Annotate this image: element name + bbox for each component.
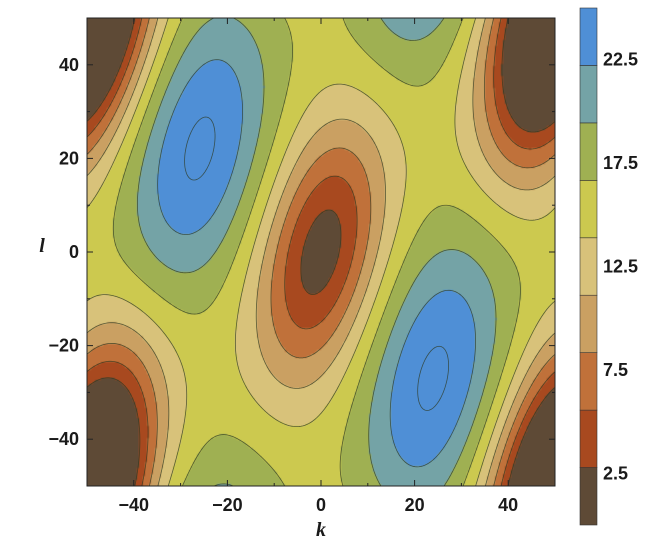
x-tick-label: 20	[405, 495, 425, 515]
legend-tick-label: 17.5	[603, 153, 638, 173]
y-axis-label: l	[39, 235, 45, 257]
contour-line-20	[157, 59, 476, 468]
contour-line-10	[87, 18, 555, 486]
legend-colorbar: 2.5 7.5 12.5 17.5 22.5	[579, 7, 638, 526]
x-tick-label: 0	[316, 495, 326, 515]
contour-line-7-5	[87, 18, 555, 486]
y-axis: −40 −20 0 20 40	[48, 17, 555, 487]
y-tick-label: −20	[48, 336, 79, 356]
legend-swatch	[579, 122, 598, 181]
legend-swatch	[579, 237, 598, 296]
legend-swatch	[579, 467, 598, 526]
legend-tick-label: 22.5	[603, 50, 638, 70]
legend-swatch	[579, 65, 598, 124]
legend-swatch	[579, 7, 598, 66]
contour-line-5	[87, 18, 555, 486]
x-axis-label: k	[316, 519, 326, 541]
x-axis: −40 −20 0 20 40	[86, 18, 556, 515]
x-tick-label: 40	[498, 495, 518, 515]
legend-swatch	[579, 409, 598, 468]
y-tick-label: −40	[48, 429, 79, 449]
legend-tick-label: 2.5	[603, 463, 628, 483]
contour-fill	[87, 18, 555, 486]
y-tick-label: 20	[59, 148, 79, 168]
y-tick-label: 40	[59, 55, 79, 75]
contour-lines	[87, 18, 555, 486]
legend-swatch	[579, 180, 598, 239]
plot-area	[86, 17, 556, 487]
contour-line-12-5	[87, 18, 555, 486]
legend-swatch	[579, 352, 598, 411]
contour-line-22-5	[184, 116, 449, 411]
x-tick-label: −20	[212, 495, 243, 515]
contour-line-15	[112, 18, 521, 486]
y-tick-label: 0	[69, 242, 79, 262]
legend-swatch	[579, 294, 598, 353]
contour-line-17-5	[137, 18, 497, 486]
legend-tick-label: 7.5	[603, 360, 628, 380]
legend-tick-label: 12.5	[603, 257, 638, 277]
x-tick-label: −40	[119, 495, 150, 515]
contour-line-2-5	[87, 18, 555, 486]
